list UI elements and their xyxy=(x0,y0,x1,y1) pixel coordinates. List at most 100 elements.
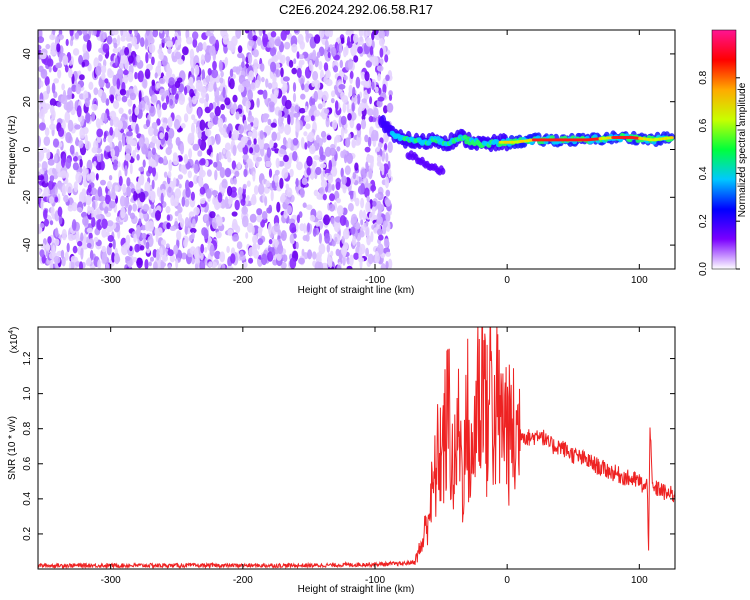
noise-cell xyxy=(284,198,291,205)
noise-cell xyxy=(38,162,41,168)
noise-cell xyxy=(115,57,118,66)
colorbar-bar xyxy=(711,29,737,270)
colorbar-ticks: 0.0 0.2 0.4 0.6 0.8 xyxy=(698,70,740,276)
noise-cell xyxy=(311,80,316,88)
noise-cell xyxy=(174,188,182,199)
noise-cell xyxy=(224,56,229,66)
noise-cell xyxy=(303,131,308,137)
noise-cell xyxy=(262,89,268,100)
noise-cell xyxy=(150,94,158,103)
noise-cell xyxy=(112,162,118,171)
noise-cell xyxy=(324,146,332,157)
noise-cell xyxy=(188,235,193,242)
noise-cell xyxy=(245,103,249,114)
noise-cell xyxy=(105,194,111,205)
noise-cell xyxy=(98,195,106,202)
noise-cell xyxy=(312,160,317,168)
noise-cell xyxy=(152,166,156,177)
noise-cell xyxy=(309,172,316,179)
noise-cell xyxy=(72,162,79,171)
noise-cell xyxy=(282,137,287,146)
noise-cell xyxy=(385,74,390,82)
noise-cell xyxy=(148,191,152,197)
noise-cell xyxy=(331,184,335,191)
noise-cell xyxy=(167,47,172,54)
noise-cell xyxy=(75,171,82,184)
noise-cell xyxy=(268,168,273,178)
noise-cell xyxy=(268,37,275,49)
noise-cell xyxy=(126,31,131,42)
noise-cell xyxy=(138,90,142,102)
noise-cell xyxy=(192,218,196,228)
noise-cell xyxy=(231,222,239,230)
noise-cell xyxy=(138,166,145,172)
noise-cell xyxy=(204,246,208,253)
noise-cell xyxy=(360,182,365,193)
noise-cell xyxy=(256,214,263,223)
noise-cell xyxy=(257,238,264,246)
noise-cell xyxy=(109,126,114,136)
noise-cell xyxy=(231,35,238,47)
noise-cell xyxy=(385,30,390,37)
noise-cell xyxy=(289,222,297,234)
noise-cell xyxy=(70,255,77,263)
noise-cell xyxy=(277,243,284,255)
noise-cell xyxy=(334,100,339,111)
noise-cell xyxy=(331,166,338,177)
noise-cell xyxy=(47,236,52,244)
noise-cell xyxy=(201,69,206,82)
noise-cell xyxy=(241,81,249,87)
noise-cell xyxy=(365,37,373,47)
noise-cell xyxy=(304,142,308,150)
spectrogram-y-tick-label: 20 xyxy=(22,96,33,108)
noise-cell xyxy=(185,187,191,198)
noise-cell xyxy=(60,170,67,179)
noise-cell xyxy=(40,222,45,229)
noise-cell xyxy=(252,35,258,41)
noise-cell xyxy=(147,220,154,232)
noise-cell xyxy=(248,70,255,81)
noise-cell xyxy=(352,86,356,98)
noise-cell xyxy=(364,146,371,153)
noise-cell xyxy=(268,204,273,213)
noise-cell xyxy=(148,158,155,167)
colorbar-tick-label: 0.0 xyxy=(698,262,709,276)
noise-cell xyxy=(127,98,133,107)
noise-cell xyxy=(372,200,377,207)
noise-cell xyxy=(155,231,159,243)
noise-cell xyxy=(287,114,291,126)
spectrogram-x-tick-label: 100 xyxy=(631,275,648,286)
noise-cell xyxy=(116,120,123,130)
noise-cell xyxy=(259,139,265,150)
noise-cell xyxy=(385,152,389,163)
noise-cell xyxy=(261,211,268,220)
spectrogram-y-tick-label: 40 xyxy=(22,48,33,60)
noise-cell xyxy=(369,45,374,56)
noise-cell xyxy=(156,103,160,115)
noise-cell xyxy=(91,217,96,228)
noise-cell xyxy=(54,227,59,238)
noise-cell xyxy=(385,260,389,269)
noise-cell xyxy=(184,217,190,227)
noise-cell xyxy=(123,69,129,76)
noise-cell xyxy=(83,168,88,175)
noise-cell xyxy=(48,66,52,73)
noise-cell xyxy=(125,186,131,198)
noise-cell xyxy=(242,183,247,190)
noise-cell xyxy=(379,163,385,172)
noise-cell xyxy=(188,76,194,87)
noise-cell xyxy=(290,105,295,113)
noise-cell xyxy=(265,160,272,168)
noise-cell xyxy=(38,65,44,73)
noise-cell xyxy=(288,59,294,68)
noise-cell xyxy=(269,46,277,57)
noise-cell xyxy=(325,117,330,128)
noise-cell xyxy=(189,88,195,98)
noise-cell xyxy=(293,30,299,34)
noise-cell xyxy=(209,112,215,119)
noise-cell xyxy=(45,251,49,257)
noise-cell xyxy=(377,243,384,255)
noise-cell xyxy=(384,143,388,151)
noise-cell xyxy=(120,54,128,64)
noise-cell xyxy=(212,60,217,71)
